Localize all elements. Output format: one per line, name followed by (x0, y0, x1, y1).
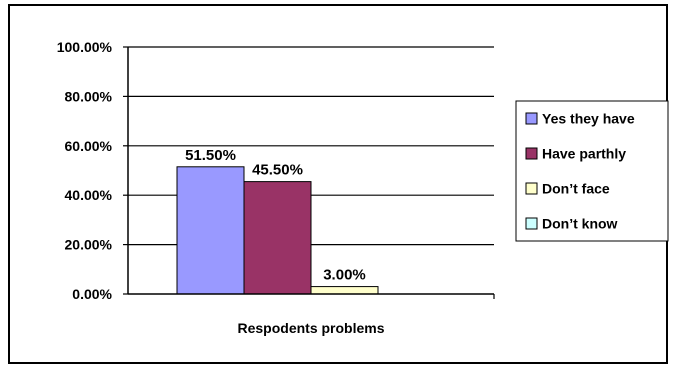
bar-1 (176, 166, 245, 295)
legend-entry: Have parthly (542, 146, 626, 162)
data-label: 51.50% (185, 147, 236, 164)
legend-swatch (525, 112, 538, 125)
data-label: 45.50% (252, 162, 303, 179)
bars (176, 166, 379, 295)
legend-swatch (525, 217, 538, 230)
legend-entry: Don’t face (542, 181, 610, 197)
y-tick-label: 20.00% (65, 237, 113, 253)
y-tick-label: 40.00% (65, 187, 113, 203)
legend-entry: Yes they have (542, 111, 635, 127)
y-tick-label: 80.00% (65, 88, 113, 104)
legend-box (515, 100, 669, 242)
axes (127, 47, 494, 295)
y-tick-label: 0.00% (72, 286, 112, 302)
x-axis-label: Respodents problems (237, 320, 384, 336)
legend-swatch (525, 182, 538, 195)
legend-swatch (525, 147, 538, 160)
y-tick-labels: 0.00% 20.00% 40.00% 60.00% 80.00% 100.00% (57, 39, 113, 302)
y-tick-label: 60.00% (65, 138, 113, 154)
bar-2 (243, 181, 312, 295)
y-tick-label: 100.00% (57, 39, 113, 55)
legend: Yes they have Have parthly Don’t face Don’t… (515, 100, 669, 242)
legend-entry: Don’t know (542, 216, 618, 232)
data-label: 3.00% (323, 267, 366, 284)
data-labels: 51.50% 45.50% 3.00% (185, 147, 366, 284)
bar-3 (310, 286, 379, 295)
